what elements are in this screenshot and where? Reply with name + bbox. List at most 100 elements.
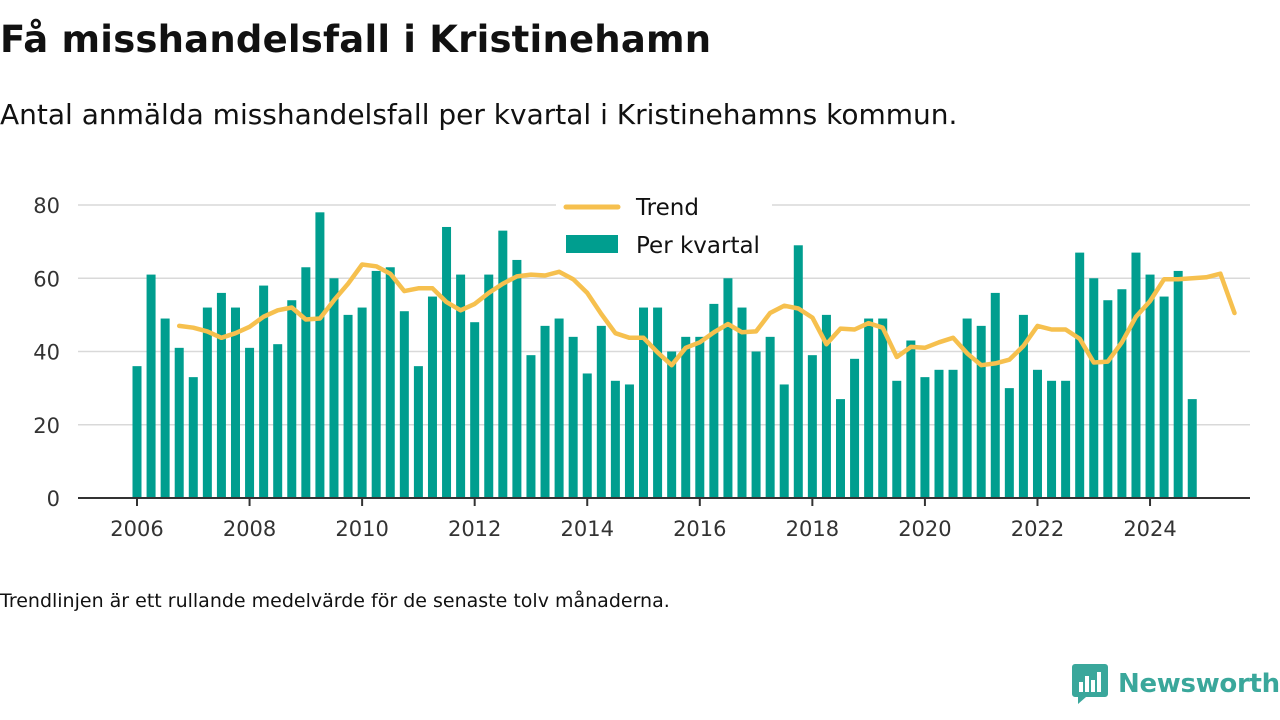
bar — [878, 318, 888, 498]
x-tick-label: 2020 — [898, 517, 951, 541]
bar — [230, 307, 240, 498]
bar — [821, 314, 831, 498]
bar — [596, 325, 606, 498]
x-tick-label: 2010 — [335, 517, 388, 541]
bar — [1145, 274, 1155, 498]
bar — [343, 314, 353, 498]
bar — [216, 292, 226, 498]
bar — [568, 336, 578, 498]
bar — [442, 226, 452, 498]
bar — [1159, 296, 1169, 498]
y-tick-label: 0 — [47, 487, 60, 511]
legend: Trend Per kvartal — [556, 190, 772, 266]
bar — [1018, 314, 1028, 498]
bar — [202, 307, 212, 498]
bar — [948, 369, 958, 498]
bar — [512, 259, 522, 498]
bar — [259, 285, 269, 498]
bar — [709, 303, 719, 498]
bar — [371, 270, 381, 498]
bar — [765, 336, 775, 498]
bar — [667, 351, 677, 498]
bar — [779, 384, 789, 498]
bar — [934, 369, 944, 498]
bar — [864, 318, 874, 498]
bar — [1131, 252, 1141, 498]
bar — [1061, 380, 1071, 498]
bar — [1187, 399, 1197, 498]
x-tick-label: 2024 — [1123, 517, 1176, 541]
bar — [245, 347, 255, 498]
brand-logo: Newsworthy — [1072, 664, 1280, 704]
brand-name: Newsworthy — [1118, 669, 1280, 699]
bar — [836, 399, 845, 498]
bar — [681, 336, 691, 498]
bar — [160, 318, 170, 498]
bar — [793, 245, 803, 498]
bar — [188, 377, 198, 498]
bar — [1004, 388, 1014, 498]
y-tick-label: 20 — [33, 414, 60, 438]
bar — [1117, 289, 1127, 498]
chart-subtitle: Antal anmälda misshandelsfall per kvarta… — [0, 98, 958, 131]
bar — [906, 340, 916, 498]
bar — [357, 307, 367, 498]
x-axis-ticks: 2006 2008 2010 2012 2014 2016 2018 2020 2022 2024 — [110, 498, 1177, 541]
bar — [695, 336, 705, 498]
bar — [526, 355, 536, 498]
bar — [1173, 270, 1183, 498]
legend-trend-label: Trend — [635, 195, 699, 221]
bar — [301, 267, 311, 498]
x-tick-label: 2014 — [561, 517, 614, 541]
bar — [1103, 300, 1113, 498]
bar — [653, 307, 663, 498]
bar — [174, 347, 184, 498]
x-tick-label: 2006 — [110, 517, 163, 541]
bar-series-per-kvartal — [132, 212, 1197, 498]
trend-line — [176, 262, 1237, 368]
bar — [976, 325, 986, 498]
bar — [723, 278, 733, 498]
bar — [427, 296, 437, 498]
x-tick-label: 2008 — [223, 517, 276, 541]
x-tick-label: 2022 — [1011, 517, 1064, 541]
legend-bar-label: Per kvartal — [636, 233, 760, 259]
y-tick-label: 80 — [33, 194, 60, 218]
bar — [751, 351, 761, 498]
bar — [990, 292, 1000, 498]
bar — [737, 307, 747, 498]
bar — [470, 322, 480, 498]
legend-background — [556, 190, 772, 266]
x-tick-label: 2018 — [786, 517, 839, 541]
chart-title: Få misshandelsfall i Kristinehamn — [0, 18, 712, 61]
bar — [413, 366, 423, 498]
y-tick-label: 60 — [33, 267, 60, 291]
bar — [624, 384, 634, 498]
bar — [287, 300, 297, 498]
bar — [273, 344, 283, 498]
bar — [498, 230, 508, 498]
y-axis-tick-labels: 0 20 40 60 80 — [33, 194, 60, 511]
x-tick-label: 2012 — [448, 517, 501, 541]
bar — [132, 366, 142, 498]
bar — [582, 373, 592, 498]
bar — [850, 358, 860, 498]
bar — [329, 278, 339, 498]
bar — [1075, 252, 1085, 498]
bar — [892, 380, 902, 498]
bar — [920, 377, 930, 498]
x-tick-label: 2016 — [673, 517, 726, 541]
bar — [639, 307, 649, 498]
bar — [146, 274, 156, 498]
legend-bar-swatch — [566, 235, 618, 253]
bar — [1032, 369, 1042, 498]
newsworthy-logo-icon — [1072, 664, 1108, 704]
bar — [962, 318, 972, 498]
bar — [807, 355, 817, 498]
bar — [554, 318, 564, 498]
bar — [484, 274, 494, 498]
bar — [1089, 278, 1099, 498]
footnote: Trendlinjen är ett rullande medelvärde f… — [0, 590, 670, 612]
y-tick-label: 40 — [33, 341, 60, 365]
